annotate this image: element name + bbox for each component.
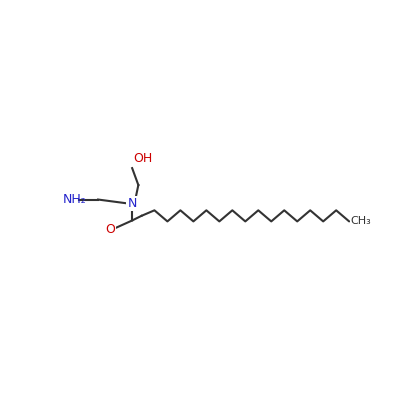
Text: CH₃: CH₃	[351, 216, 372, 226]
Text: O: O	[106, 223, 115, 236]
Text: OH: OH	[134, 152, 153, 165]
Text: N: N	[128, 197, 137, 210]
Text: NH₂: NH₂	[62, 193, 86, 206]
